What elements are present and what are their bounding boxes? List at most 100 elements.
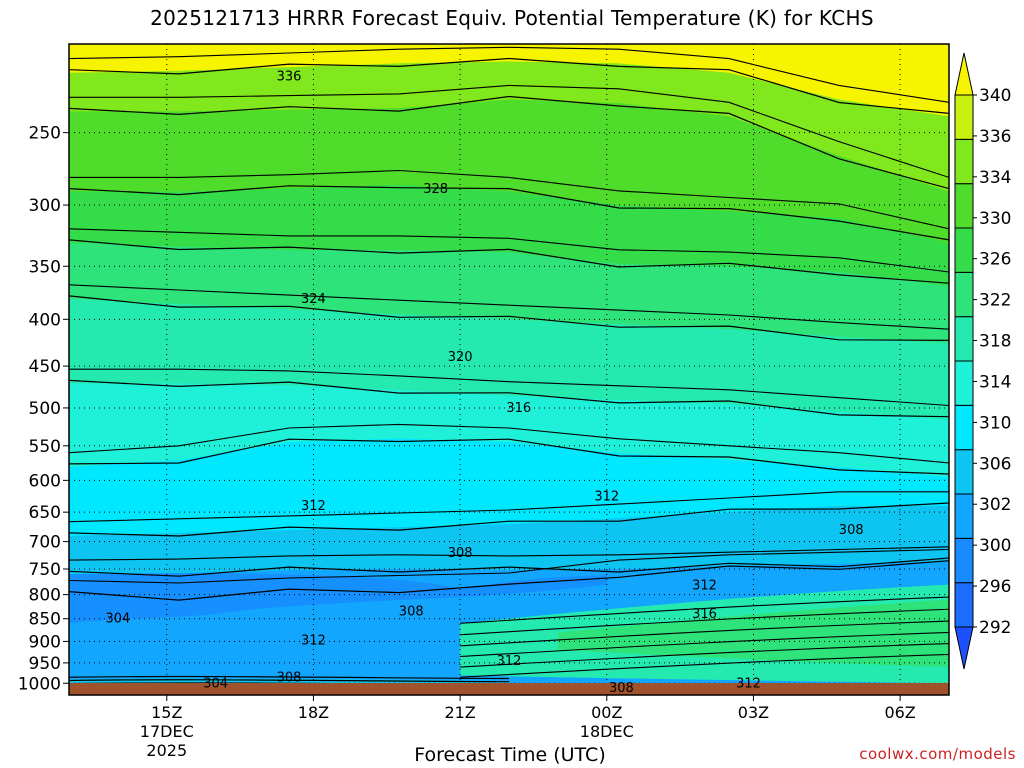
y-tick-label: 500 [29, 399, 61, 419]
y-tick-label: 300 [29, 196, 61, 216]
contour-label: 308 [609, 681, 634, 696]
colorbar-swatch [954, 360, 974, 406]
contour-label: 312 [301, 499, 326, 514]
colorbar-swatch [954, 582, 974, 628]
y-tick-label: 950 [29, 654, 61, 674]
contour-label: 320 [448, 350, 473, 365]
contour-line-314 [69, 438, 949, 475]
x-tick-label: 06Z [884, 703, 915, 722]
contour-label: 316 [692, 607, 717, 622]
cool-tongue-fill [69, 573, 607, 624]
y-tick-label: 450 [29, 357, 61, 377]
contour-label: 308 [839, 523, 864, 538]
colorbar-swatch [954, 449, 974, 495]
x-tick-sublabel: 17DEC [140, 722, 194, 741]
colorbar-label: 330 [979, 209, 1011, 229]
contour-line-minor [69, 368, 949, 407]
colorbar-label: 306 [979, 454, 1011, 474]
contour-line-lowlevel [460, 608, 949, 636]
contour-line-334 [69, 95, 949, 190]
contour-line-minor [69, 46, 949, 103]
y-tick-label: 1000 [18, 674, 61, 694]
contour-line-minor [69, 548, 949, 584]
y-tick-label: 900 [29, 632, 61, 652]
y-tick-label: 800 [29, 586, 61, 606]
contour-line-lowlevel [460, 653, 949, 678]
colorbar-label: 318 [979, 332, 1011, 352]
x-tick-label: 21Z [444, 703, 475, 722]
contour-label: 304 [203, 676, 228, 691]
x-tick-sublabel: 2025 [146, 741, 187, 760]
contour-line-302 [69, 560, 949, 601]
contour-line-lowlevel [460, 596, 949, 624]
y-tick-label: 350 [29, 257, 61, 277]
contour-line-minor [69, 546, 949, 561]
y-tick-label: 750 [29, 560, 61, 580]
colorbar-arrow-high [954, 52, 974, 96]
y-tick-label: 650 [29, 503, 61, 523]
y-tick-label: 550 [29, 437, 61, 457]
contour-line-minor [69, 84, 949, 178]
colorbar-arrow-low [954, 626, 974, 670]
colorbar-swatch [954, 138, 974, 185]
chart-title: 2025121713 HRRR Forecast Equiv. Potentia… [150, 6, 874, 30]
contour-label: 312 [301, 634, 326, 649]
colorbar-label: 340 [979, 86, 1011, 106]
colorbar-swatch [954, 316, 974, 362]
colorbar-swatch [954, 537, 974, 584]
colorbar-swatch [954, 271, 974, 318]
contour-label: 308 [399, 605, 424, 620]
colorbar-swatch [954, 94, 974, 140]
contour-label: 312 [497, 654, 522, 669]
contour-line-surface [69, 679, 510, 683]
x-axis-label: Forecast Time (UTC) [414, 744, 606, 766]
colorbar-label: 326 [979, 250, 1011, 270]
contour-line-minor [69, 284, 949, 330]
ground-surface [69, 683, 949, 695]
colorbar-label: 334 [979, 168, 1011, 188]
credit-link[interactable]: coolwx.com/models [859, 745, 1016, 763]
contour-label: 312 [736, 676, 761, 691]
contour-label: 304 [105, 612, 130, 627]
colorbar-swatch [954, 183, 974, 229]
y-tick-label: 600 [29, 471, 61, 491]
colorbar-swatch [954, 227, 974, 273]
colorbar-label: 300 [979, 536, 1011, 556]
contour-label: 316 [506, 401, 531, 416]
contour-label: 312 [692, 579, 717, 594]
colorbar-label: 302 [979, 495, 1011, 515]
colorbar-label: 314 [979, 372, 1011, 392]
x-tick-label: 18Z [298, 703, 329, 722]
contour-line-minor [69, 169, 949, 230]
y-axis: 2503003504004505005506006507007508008509… [18, 124, 69, 694]
x-tick-label: 00Z [591, 703, 622, 722]
contour-line-330 [69, 185, 949, 241]
contour-line-318 [69, 379, 949, 418]
colorbar-label: 336 [979, 127, 1011, 147]
y-tick-label: 700 [29, 533, 61, 553]
contour-line-lowlevel [460, 631, 949, 658]
contour-label: 312 [594, 490, 619, 505]
y-tick-label: 250 [29, 124, 61, 144]
y-tick-label: 400 [29, 310, 61, 330]
contour-label: 308 [277, 670, 302, 685]
contour-label: 328 [423, 182, 448, 197]
contour-lines [69, 46, 949, 692]
contour-line-minor [69, 423, 949, 464]
warm-core-fill [557, 599, 949, 668]
contour-label: 308 [448, 546, 473, 561]
colorbar-label: 292 [979, 618, 1011, 638]
x-tick-label: 15Z [151, 703, 182, 722]
contour-line-minor [69, 228, 949, 273]
contour-label: 336 [277, 69, 302, 84]
contour-line-310 [69, 502, 949, 537]
contour-line-lowlevel [460, 643, 949, 668]
contour-line-336 [69, 57, 949, 114]
contour-labels: 336 328 324 320 316 312 312 308 308 308 304 312 312 3… [105, 69, 863, 696]
x-tick-sublabel: 18DEC [580, 722, 634, 741]
colorbar: 292 296 300 302 306 310 314 318 322 326 330 334 336 3… [954, 52, 1011, 670]
colorbar-label: 296 [979, 577, 1011, 597]
contour-line-306 [69, 557, 949, 577]
